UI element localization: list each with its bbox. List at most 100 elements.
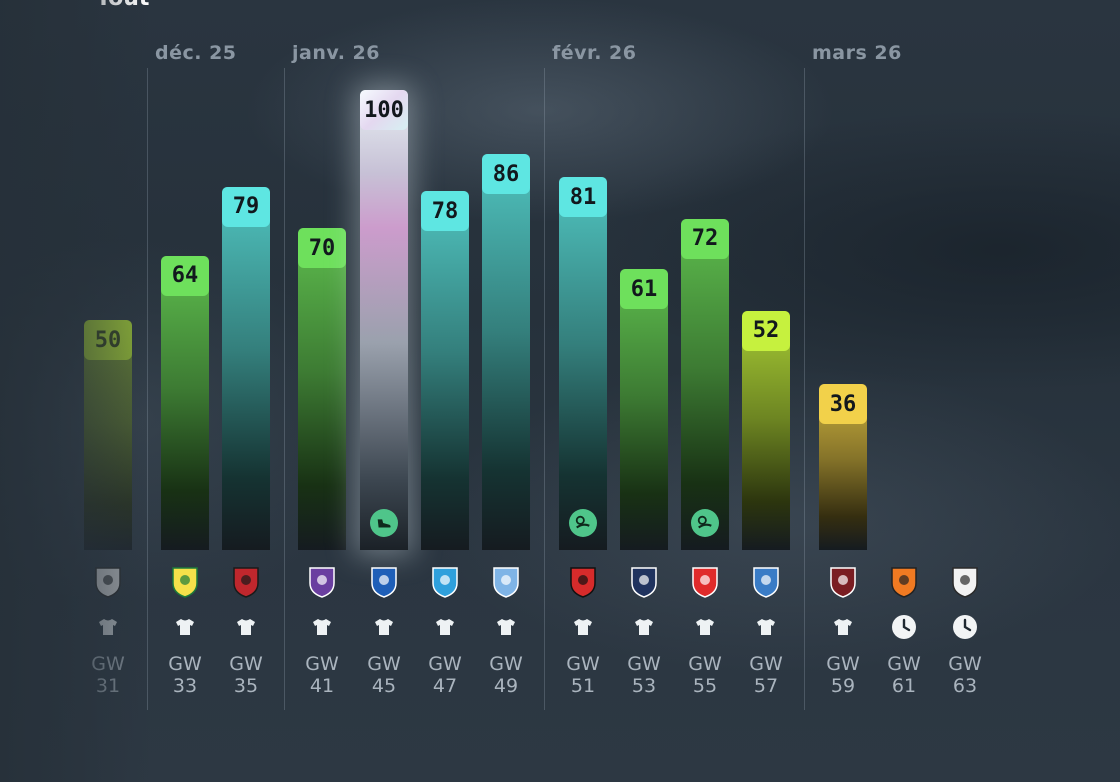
shirt-icon <box>695 618 715 636</box>
shirt-icon <box>756 618 776 636</box>
gameweek-number: 61 <box>891 675 917 697</box>
shirt-icon <box>98 618 118 636</box>
gameweek-label[interactable]: GW 51 <box>553 653 613 697</box>
gameweek-prefix: GW <box>91 653 125 675</box>
gameweek-number: 31 <box>95 675 121 697</box>
bar-value-label: 70 <box>298 228 346 268</box>
gameweek-prefix: GW <box>168 653 202 675</box>
bar-value-label: 86 <box>482 154 530 195</box>
boot-icon <box>370 509 398 537</box>
bar[interactable] <box>482 154 530 550</box>
gameweek-prefix: GW <box>948 653 982 675</box>
team-crest-icon <box>629 565 659 599</box>
bar[interactable] <box>222 186 270 550</box>
shirt-icon <box>374 618 394 636</box>
team-crest-icon <box>491 565 521 599</box>
gameweek-number: 63 <box>952 675 978 697</box>
shirt-icon <box>435 618 455 636</box>
bar[interactable] <box>620 269 668 550</box>
gameweek-number: 47 <box>432 675 458 697</box>
bar[interactable] <box>421 191 469 550</box>
ball-icon <box>691 509 719 537</box>
gameweek-prefix: GW <box>229 653 263 675</box>
team-crest-icon <box>889 565 919 599</box>
gameweek-number: 49 <box>493 675 519 697</box>
gameweek-label[interactable]: GW 33 <box>155 653 215 697</box>
bar-value-label: 64 <box>161 255 209 296</box>
gameweek-number: 59 <box>830 675 856 697</box>
gameweek-prefix: GW <box>428 653 462 675</box>
bar[interactable] <box>298 228 346 550</box>
month-divider <box>147 68 148 710</box>
bar-value-label: 36 <box>819 384 867 425</box>
bar-value-label: 78 <box>421 191 469 232</box>
gameweek-label[interactable]: GW 49 <box>476 653 536 697</box>
gameweek-label[interactable]: GW 55 <box>675 653 735 697</box>
gameweek-number: 33 <box>172 675 198 697</box>
gameweek-prefix: GW <box>367 653 401 675</box>
bar-value-label: 100 <box>360 90 408 130</box>
gameweek-prefix: GW <box>749 653 783 675</box>
shirt-icon <box>496 618 516 636</box>
gameweek-number: 51 <box>570 675 596 697</box>
gameweek-number: 53 <box>631 675 657 697</box>
gameweek-prefix: GW <box>489 653 523 675</box>
team-crest-icon <box>93 565 123 599</box>
gameweek-prefix: GW <box>826 653 860 675</box>
gameweek-label[interactable]: GW 41 <box>292 653 352 697</box>
bar[interactable] <box>161 255 209 550</box>
team-crest-icon <box>170 565 200 599</box>
shirt-icon <box>312 618 332 636</box>
month-divider <box>544 68 545 710</box>
gameweek-prefix: GW <box>627 653 661 675</box>
shirt-icon <box>634 618 654 636</box>
bar[interactable] <box>559 177 607 550</box>
team-crest-icon <box>369 565 399 599</box>
team-crest-icon <box>231 565 261 599</box>
bar[interactable] <box>360 90 408 550</box>
bar-value-label: 50 <box>84 320 132 360</box>
shirt-icon <box>573 618 593 636</box>
month-divider <box>284 68 285 710</box>
gameweek-label[interactable]: GW 61 <box>874 653 934 697</box>
team-crest-icon <box>430 565 460 599</box>
team-crest-icon <box>828 565 858 599</box>
month-divider <box>804 68 805 710</box>
bar-value-label: 72 <box>681 218 729 259</box>
gameweek-label[interactable]: GW 47 <box>415 653 475 697</box>
month-label: janv. 26 <box>292 42 380 64</box>
gameweek-number: 57 <box>753 675 779 697</box>
gameweek-number: 35 <box>233 675 259 697</box>
team-crest-icon <box>690 565 720 599</box>
month-label: déc. 25 <box>155 42 237 64</box>
clock-icon <box>952 614 978 640</box>
gameweek-number: 55 <box>692 675 718 697</box>
gameweek-label[interactable]: GW 63 <box>935 653 995 697</box>
bar-value-label: 81 <box>559 177 607 218</box>
page-title: Tout <box>96 0 149 11</box>
gameweek-label[interactable]: GW 53 <box>614 653 674 697</box>
bar-value-label: 52 <box>742 310 790 351</box>
team-crest-icon <box>568 565 598 599</box>
bar-value-label: 79 <box>222 186 270 227</box>
gameweek-label[interactable]: GW 57 <box>736 653 796 697</box>
shirt-icon <box>236 618 256 636</box>
bar[interactable] <box>681 218 729 550</box>
bar-value-label: 61 <box>620 269 668 310</box>
month-label: mars 26 <box>812 42 902 64</box>
shirt-icon <box>833 618 853 636</box>
gameweek-prefix: GW <box>688 653 722 675</box>
clock-icon <box>891 614 917 640</box>
gameweek-prefix: GW <box>566 653 600 675</box>
team-crest-icon <box>751 565 781 599</box>
gameweek-number: 41 <box>309 675 335 697</box>
gameweek-label[interactable]: GW 31 <box>78 653 138 697</box>
gameweek-label[interactable]: GW 59 <box>813 653 873 697</box>
month-label: févr. 26 <box>552 42 637 64</box>
gameweek-label[interactable]: GW 35 <box>216 653 276 697</box>
gameweek-label[interactable]: GW 45 <box>354 653 414 697</box>
team-crest-icon <box>950 565 980 599</box>
shirt-icon <box>175 618 195 636</box>
gameweek-number: 45 <box>371 675 397 697</box>
